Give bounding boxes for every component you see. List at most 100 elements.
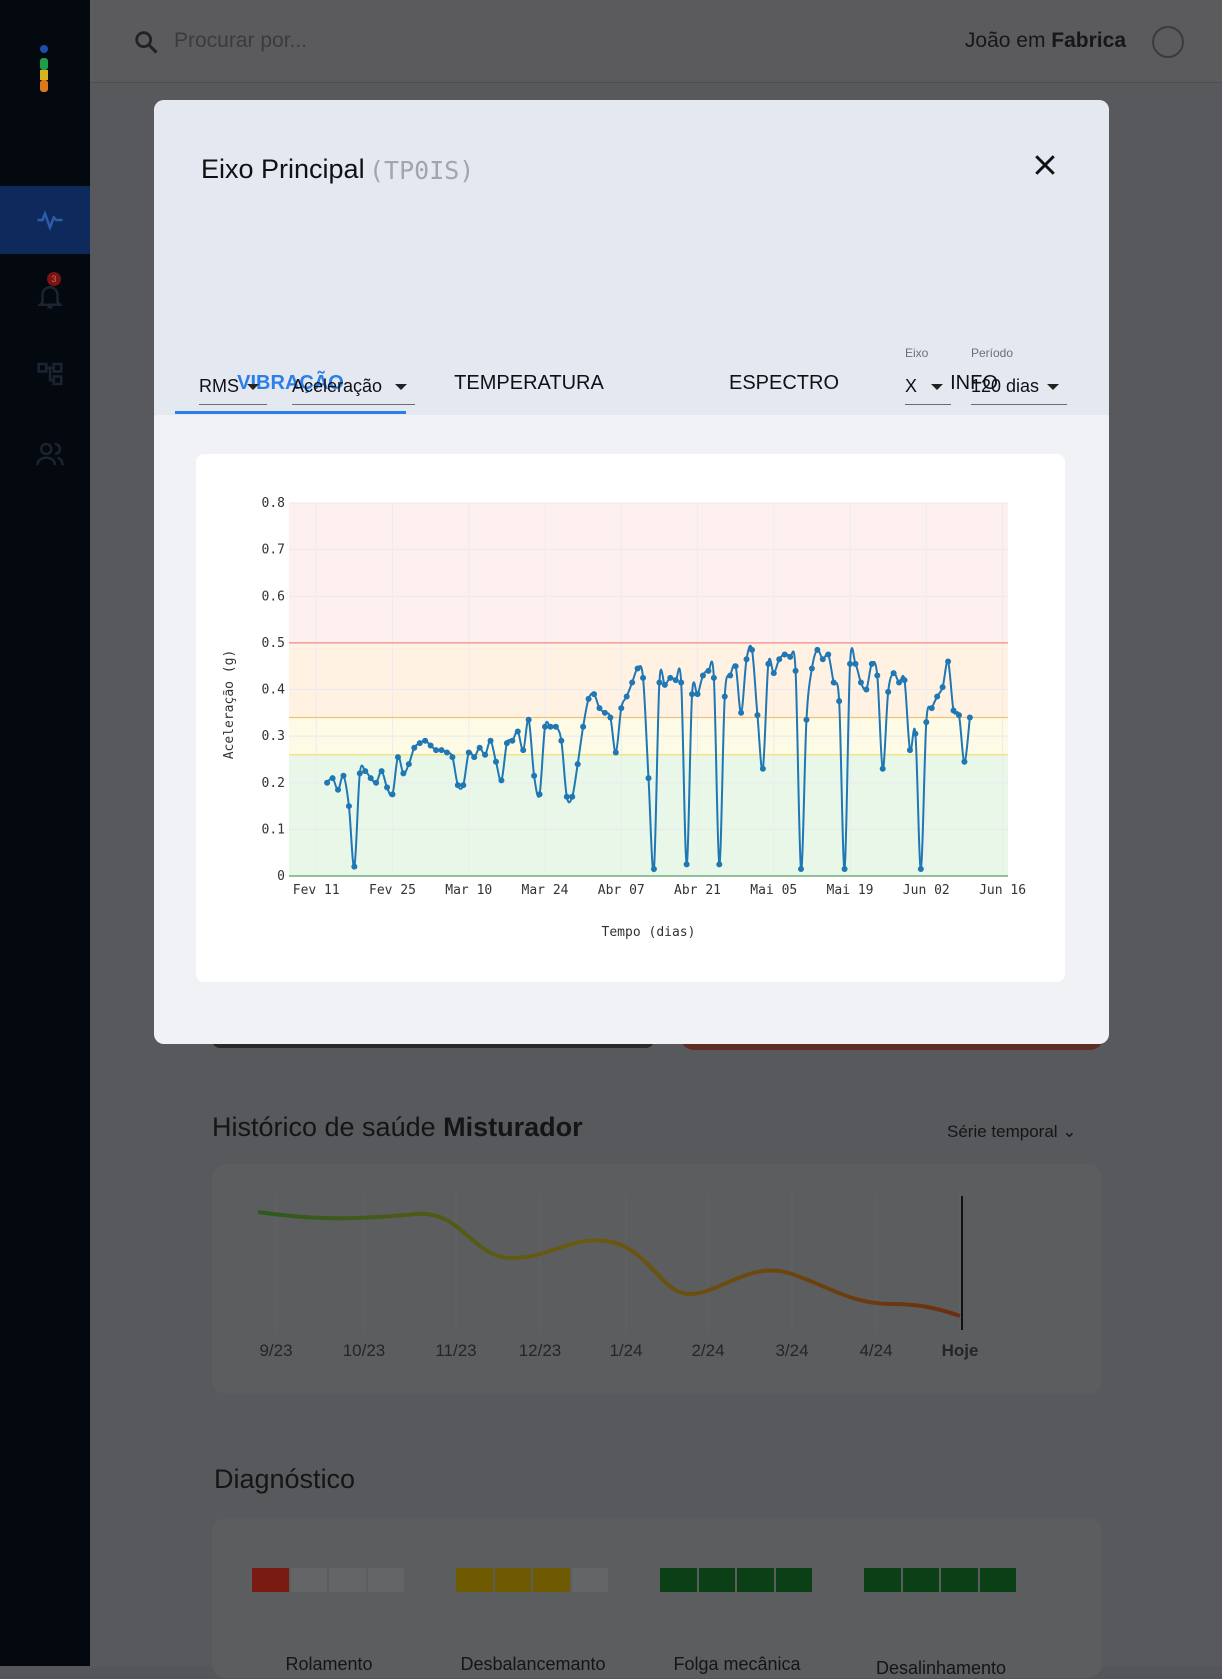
diagnostic-item[interactable]: Rolamento <box>252 1568 406 1674</box>
data-point <box>716 861 723 868</box>
data-point <box>863 686 870 693</box>
close-icon[interactable] <box>1030 150 1060 180</box>
sidebar-item-hierarchy[interactable] <box>0 340 100 408</box>
data-point <box>961 758 968 765</box>
data-point <box>384 784 391 791</box>
data-point <box>640 674 647 681</box>
severity-segment <box>494 1568 533 1592</box>
data-point <box>787 653 794 660</box>
severity-segment <box>571 1568 610 1592</box>
caret-down-icon <box>395 384 407 390</box>
data-point <box>955 712 962 719</box>
data-point <box>454 782 461 789</box>
diagnostic-item[interactable]: Desbalancemanto <box>456 1568 610 1674</box>
x-tick-label: Fev 25 <box>369 883 416 898</box>
sidebar-item-monitoring[interactable] <box>0 186 100 254</box>
data-point <box>825 651 832 658</box>
bell-icon <box>36 286 64 309</box>
data-point <box>819 656 826 663</box>
user-context[interactable]: João em Fabrica <box>965 29 1126 53</box>
y-tick-label: 0.2 <box>262 776 285 791</box>
data-point <box>569 793 576 800</box>
y-tick-label: 0.7 <box>262 543 285 558</box>
avatar[interactable] <box>1152 26 1184 58</box>
search-input[interactable]: Procurar por... <box>174 29 308 52</box>
sidebar-item-alerts[interactable]: 3 <box>0 262 100 330</box>
data-point <box>563 793 570 800</box>
quantity-select[interactable]: Aceleração <box>292 368 415 405</box>
y-tick-label: 0 <box>277 869 285 884</box>
data-point <box>928 705 935 712</box>
data-point <box>830 679 837 686</box>
x-tick-label: Jun 02 <box>903 883 950 898</box>
data-point <box>340 772 347 779</box>
active-tab-indicator <box>175 411 406 414</box>
search-icon[interactable] <box>132 28 160 56</box>
data-point <box>367 775 374 782</box>
sidebar-item-users[interactable] <box>0 420 100 488</box>
data-point <box>612 749 619 756</box>
tab-espectro[interactable]: ESPECTRO <box>728 372 840 394</box>
data-point <box>645 775 652 782</box>
diagnostic-item[interactable]: Folga mecânica <box>660 1568 814 1674</box>
data-point <box>738 709 745 716</box>
data-point <box>422 737 429 744</box>
diagnostic-label: Desalinhamento <box>875 1658 1007 1678</box>
history-x-label: 1/24 <box>609 1341 642 1360</box>
data-point <box>852 660 859 667</box>
data-point <box>607 714 614 721</box>
data-point <box>378 768 385 775</box>
data-point <box>520 747 527 754</box>
x-tick-label: Mar 24 <box>522 883 569 898</box>
data-point <box>416 740 423 747</box>
vibration-chart-card: 0 0.1 0.2 0.3 0.4 0.5 0.6 0.7 0.8 Fev 11 Fev 25 Mar… <box>196 454 1065 982</box>
data-point <box>890 670 897 677</box>
modal-title: Eixo Principal <box>201 154 365 184</box>
zone-band-3 <box>289 503 1008 643</box>
data-point <box>803 716 810 723</box>
caret-down-icon <box>1047 384 1059 390</box>
data-point <box>841 866 848 873</box>
metric-select[interactable]: RMS <box>199 368 267 405</box>
severity-bar <box>252 1568 406 1592</box>
data-point <box>525 716 532 723</box>
axis-value: X <box>905 376 918 396</box>
data-point <box>585 695 592 702</box>
history-asset-name: Misturador <box>443 1112 583 1142</box>
data-point <box>362 768 369 775</box>
tab-temperatura[interactable]: TEMPERATURA <box>454 372 604 394</box>
data-point <box>743 656 750 663</box>
diagnostic-item[interactable]: Desalinhamento <box>864 1568 1018 1678</box>
diagnostic-label: Desbalancemanto <box>460 1654 606 1674</box>
data-point <box>939 684 946 691</box>
data-point <box>754 712 761 719</box>
data-point <box>449 754 456 761</box>
data-point <box>443 749 450 756</box>
data-point <box>814 646 821 653</box>
user-name: João em <box>964 29 1046 52</box>
severity-segment <box>941 1568 980 1592</box>
severity-segment <box>660 1568 699 1592</box>
history-view-select[interactable]: Série temporal ⌄ <box>947 1122 1077 1142</box>
data-point <box>656 679 663 686</box>
data-point <box>966 714 973 721</box>
data-point <box>678 679 685 686</box>
tab-vibracao[interactable]: VIBRAÇÃO <box>237 372 344 394</box>
data-point <box>438 747 445 754</box>
data-point <box>558 737 565 744</box>
x-tick-label: Mar 10 <box>445 883 492 898</box>
x-tick-label: Jun 16 <box>979 883 1026 898</box>
data-point <box>514 728 521 735</box>
data-point <box>580 723 587 730</box>
data-point <box>482 751 489 758</box>
tab-info[interactable]: INFO <box>950 372 998 394</box>
axis-select[interactable]: Eixo X <box>905 346 951 405</box>
period-select[interactable]: Período 120 dias <box>971 346 1067 405</box>
data-point <box>689 691 696 698</box>
chevron-down-icon: ⌄ <box>1062 1122 1077 1141</box>
data-point <box>492 758 499 765</box>
vibration-chart[interactable]: 0 0.1 0.2 0.3 0.4 0.5 0.6 0.7 0.8 Fev 11 Fev 25 Mar… <box>196 454 1065 982</box>
diagnostics-card: Rolamento Desbalancemanto Folga mecânica De… <box>212 1518 1102 1678</box>
data-point <box>950 707 957 714</box>
data-point <box>934 693 941 700</box>
